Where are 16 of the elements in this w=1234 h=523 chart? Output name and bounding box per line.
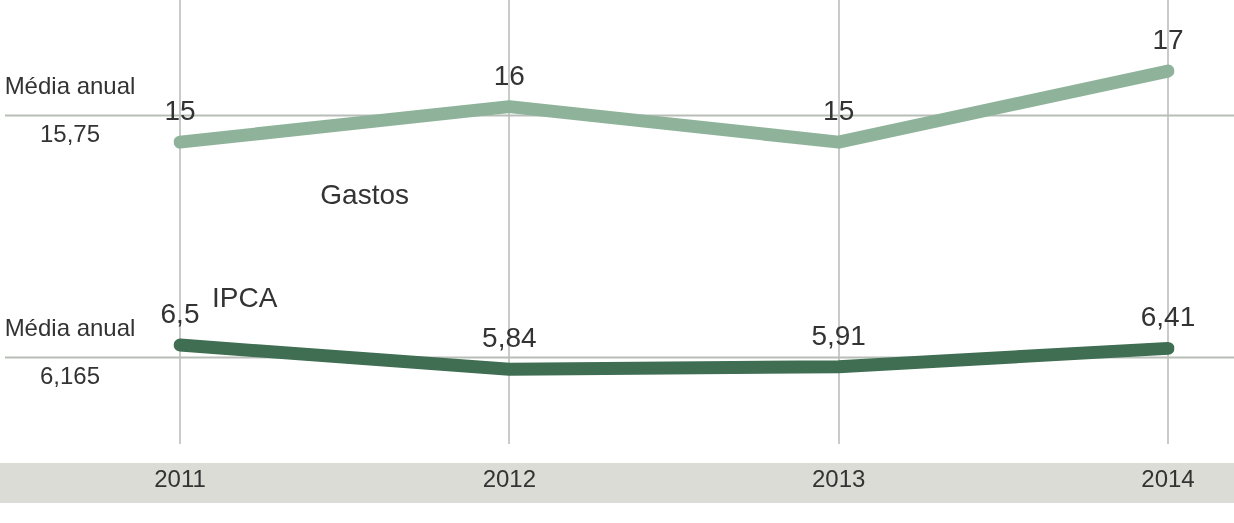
x-tick-label: 2011 [154,465,206,493]
ref-line-label: Média anual 15,75 [4,72,136,148]
ref-line-label: Média anual 6,165 [4,314,136,389]
data-label: 16 [493,59,525,91]
data-label: 6,5 [160,298,200,330]
x-tick-label: 2014 [1141,465,1195,493]
series-label: Gastos [320,179,410,211]
data-label: 15 [823,95,855,127]
x-tick-label: 2013 [811,465,866,493]
data-label: 5,84 [482,322,537,354]
data-label: 17 [1152,24,1184,56]
data-label: 15 [164,95,196,127]
data-label: 6,41 [1140,301,1196,333]
x-tick-label: 2012 [482,465,537,493]
data-label: 5,91 [811,319,866,351]
series-label: IPCA [211,282,278,314]
